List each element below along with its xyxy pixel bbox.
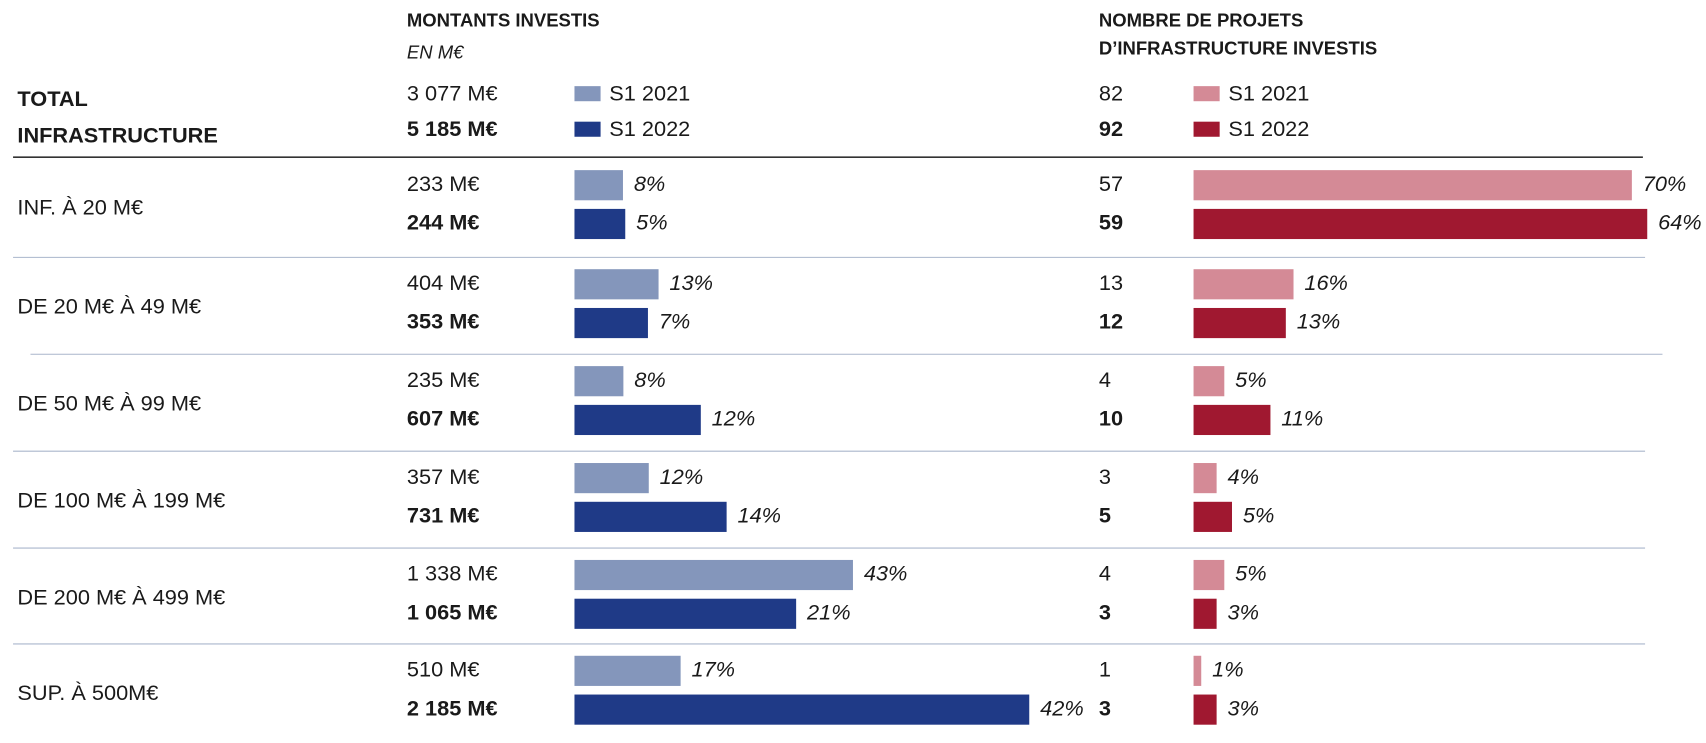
bar [574,269,659,300]
row-label: SUP. À 500M€ [17,680,158,705]
value-label: 353 M€ [407,309,480,334]
legend-label: S1 2022 [609,116,690,141]
share-label: 3% [1227,600,1258,625]
value-label: 1 338 M€ [407,561,498,586]
bar [1193,269,1294,300]
bar [1193,463,1217,494]
bar [574,170,623,201]
share-label: 16% [1304,270,1348,295]
bar [574,655,681,686]
value-label: 357 M€ [407,464,480,489]
legend-swatch [1193,121,1220,137]
bar [1193,559,1225,591]
bar [1193,404,1271,436]
bar [574,404,701,436]
share-label: 13% [669,270,713,295]
bar [574,501,727,532]
bar [1193,208,1648,240]
bar [574,559,853,591]
share-label: 1% [1212,657,1243,682]
value-label: 3 [1099,464,1111,489]
series-total: 3 077 M€ [407,81,498,106]
chart-subtitle: EN M€ [407,42,465,63]
bar [574,208,626,240]
bar [574,694,1030,725]
bar [1193,501,1232,532]
share-label: 5% [1235,561,1266,586]
share-label: 13% [1297,309,1341,334]
bar [1193,598,1217,629]
value-label: 3 [1099,695,1111,720]
share-label: 3% [1227,695,1258,720]
share-label: 11% [1281,406,1323,431]
share-label: 8% [634,367,665,392]
chart-title: NOMBRE DE PROJETS [1099,9,1303,30]
bar [574,307,648,339]
value-label: 10 [1099,406,1123,431]
row-label: INF. À 20 M€ [17,195,143,220]
share-label: 5% [636,210,667,235]
legend-swatch [574,121,601,137]
value-label: 244 M€ [407,210,480,235]
value-label: 235 M€ [407,367,480,392]
value-label: 607 M€ [407,406,480,431]
value-label: 4 [1099,561,1111,586]
share-label: 7% [659,309,690,334]
chart-title: MONTANTS INVESTIS [407,9,600,30]
row-header: INFRASTRUCTURE [17,123,217,148]
legend-swatch [574,86,601,102]
bar [1193,170,1632,201]
legend-label: S1 2022 [1228,116,1309,141]
share-label: 21% [806,600,851,625]
bar [574,366,624,397]
value-label: 510 M€ [407,657,480,682]
value-label: 3 [1099,600,1111,625]
row-label: DE 200 M€ À 499 M€ [17,585,225,610]
share-label: 70% [1643,171,1687,196]
share-label: 12% [660,464,704,489]
row-label: DE 20 M€ À 49 M€ [17,294,201,319]
bar [1193,694,1217,725]
value-label: 5 [1099,503,1111,528]
value-label: 731 M€ [407,503,480,528]
value-label: 57 [1099,171,1123,196]
share-label: 64% [1658,210,1702,235]
share-label: 8% [634,171,665,196]
chart-title: D’INFRASTRUCTURE INVESTIS [1099,37,1377,58]
series-total: 5 185 M€ [407,116,498,141]
bar [574,463,649,494]
share-label: 12% [712,406,756,431]
value-label: 404 M€ [407,270,480,295]
value-label: 2 185 M€ [407,695,498,720]
share-label: 42% [1040,695,1084,720]
share-label: 14% [738,503,782,528]
share-label: 4% [1227,464,1258,489]
row-label: DE 50 M€ À 99 M€ [17,391,201,416]
bar [1193,307,1286,339]
share-label: 17% [692,657,736,682]
share-label: 43% [864,561,908,586]
series-total: 92 [1099,116,1123,141]
series-total: 82 [1099,81,1123,106]
share-label: 5% [1243,503,1274,528]
row-label: DE 100 M€ À 199 M€ [17,488,225,513]
legend-swatch [1193,86,1220,102]
bar [1193,655,1202,686]
value-label: 1 [1099,657,1111,682]
value-label: 4 [1099,367,1111,392]
value-label: 13 [1099,270,1123,295]
legend-label: S1 2021 [609,81,690,106]
share-label: 5% [1235,367,1266,392]
value-label: 233 M€ [407,171,480,196]
value-label: 12 [1099,309,1123,334]
value-label: 1 065 M€ [407,600,498,625]
value-label: 59 [1099,210,1123,235]
row-header: TOTAL [17,86,87,111]
bar [1193,366,1225,397]
legend-label: S1 2021 [1228,81,1309,106]
bar [574,598,797,629]
